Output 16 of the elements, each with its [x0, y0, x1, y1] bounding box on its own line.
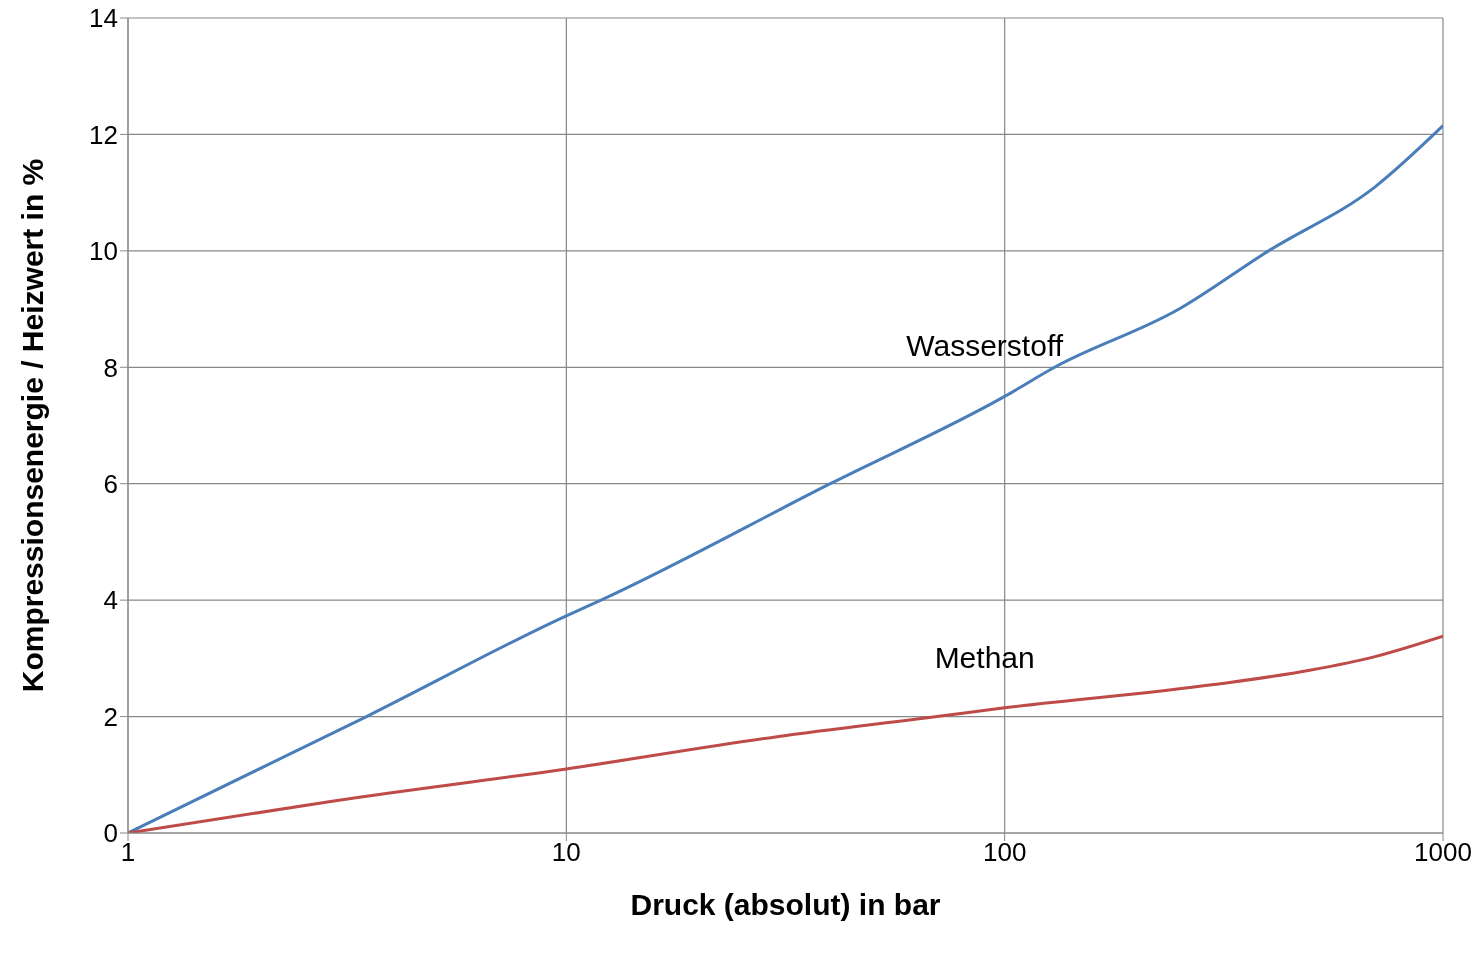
x-tick-label: 1	[120, 837, 136, 868]
y-tick-label: 8	[103, 352, 118, 383]
series-label: Wasserstoff	[906, 329, 1064, 363]
y-axis-title: Kompressionsenergie / Heizwert in %	[15, 158, 49, 693]
y-tick-label: 2	[103, 701, 118, 732]
y-tick-label: 4	[103, 585, 118, 616]
y-tick-label: 0	[103, 818, 118, 849]
x-tick-label: 100	[982, 837, 1027, 868]
x-axis-title: Druck (absolut) in bar	[630, 888, 941, 921]
x-tick-label: 10	[551, 837, 581, 868]
y-tick-label: 14	[89, 3, 118, 34]
y-tick-label: 12	[89, 119, 118, 150]
y-tick-label: 10	[89, 236, 118, 267]
y-tick-label: 6	[103, 468, 118, 499]
x-tick-label: 1000	[1414, 837, 1472, 868]
series-label: Methan	[934, 640, 1035, 674]
